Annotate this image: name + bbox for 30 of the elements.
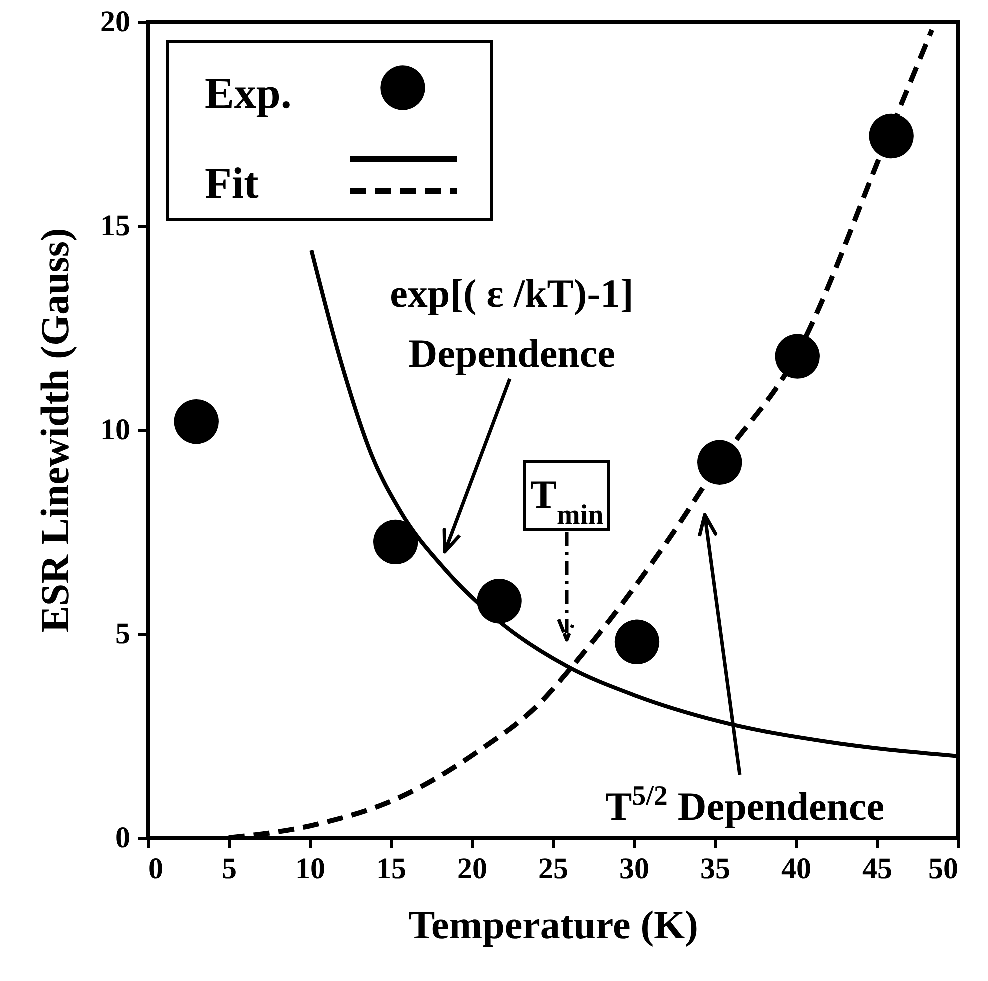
annotation: T$_{min}$ [530, 472, 604, 530]
point [477, 579, 522, 624]
x-tick-label: 15 [376, 852, 406, 886]
point [374, 520, 418, 565]
x-tick-label: 30 [620, 852, 650, 886]
legend-label: Exp. [205, 69, 292, 118]
x-tick-label: 35 [700, 852, 730, 886]
x-tick-label: 0 [148, 852, 164, 886]
y-tick-label: 15 [100, 210, 130, 242]
point [869, 114, 914, 159]
point [698, 440, 742, 485]
x-tick-label: 20 [458, 852, 488, 886]
x-axis-title: Temperature (K) [408, 902, 698, 948]
annotation: exp[( ε /kT)-1] Dependence [390, 271, 634, 376]
point [775, 334, 820, 379]
y-tick-label: 20 [100, 6, 130, 38]
point [174, 400, 219, 444]
legend-label: Fit [205, 159, 260, 208]
x-tick-label: 10 [296, 852, 326, 886]
y-axis-title: ESR Linewidth (Gauss) [32, 228, 78, 633]
x-tick-label: 5 [222, 852, 237, 886]
y-tick-label: 0 [116, 822, 130, 854]
point [614, 620, 660, 664]
x-tick-label: 45 [862, 852, 892, 886]
x-tick-label: 40 [782, 852, 812, 886]
x-tick-label: 25 [538, 852, 568, 886]
annotation: T$^{5/2}$ Dependence [605, 780, 885, 829]
y-tick-label: 10 [100, 414, 130, 446]
y-tick-label: 5 [116, 618, 130, 650]
x-tick-label: 50 [928, 852, 958, 886]
